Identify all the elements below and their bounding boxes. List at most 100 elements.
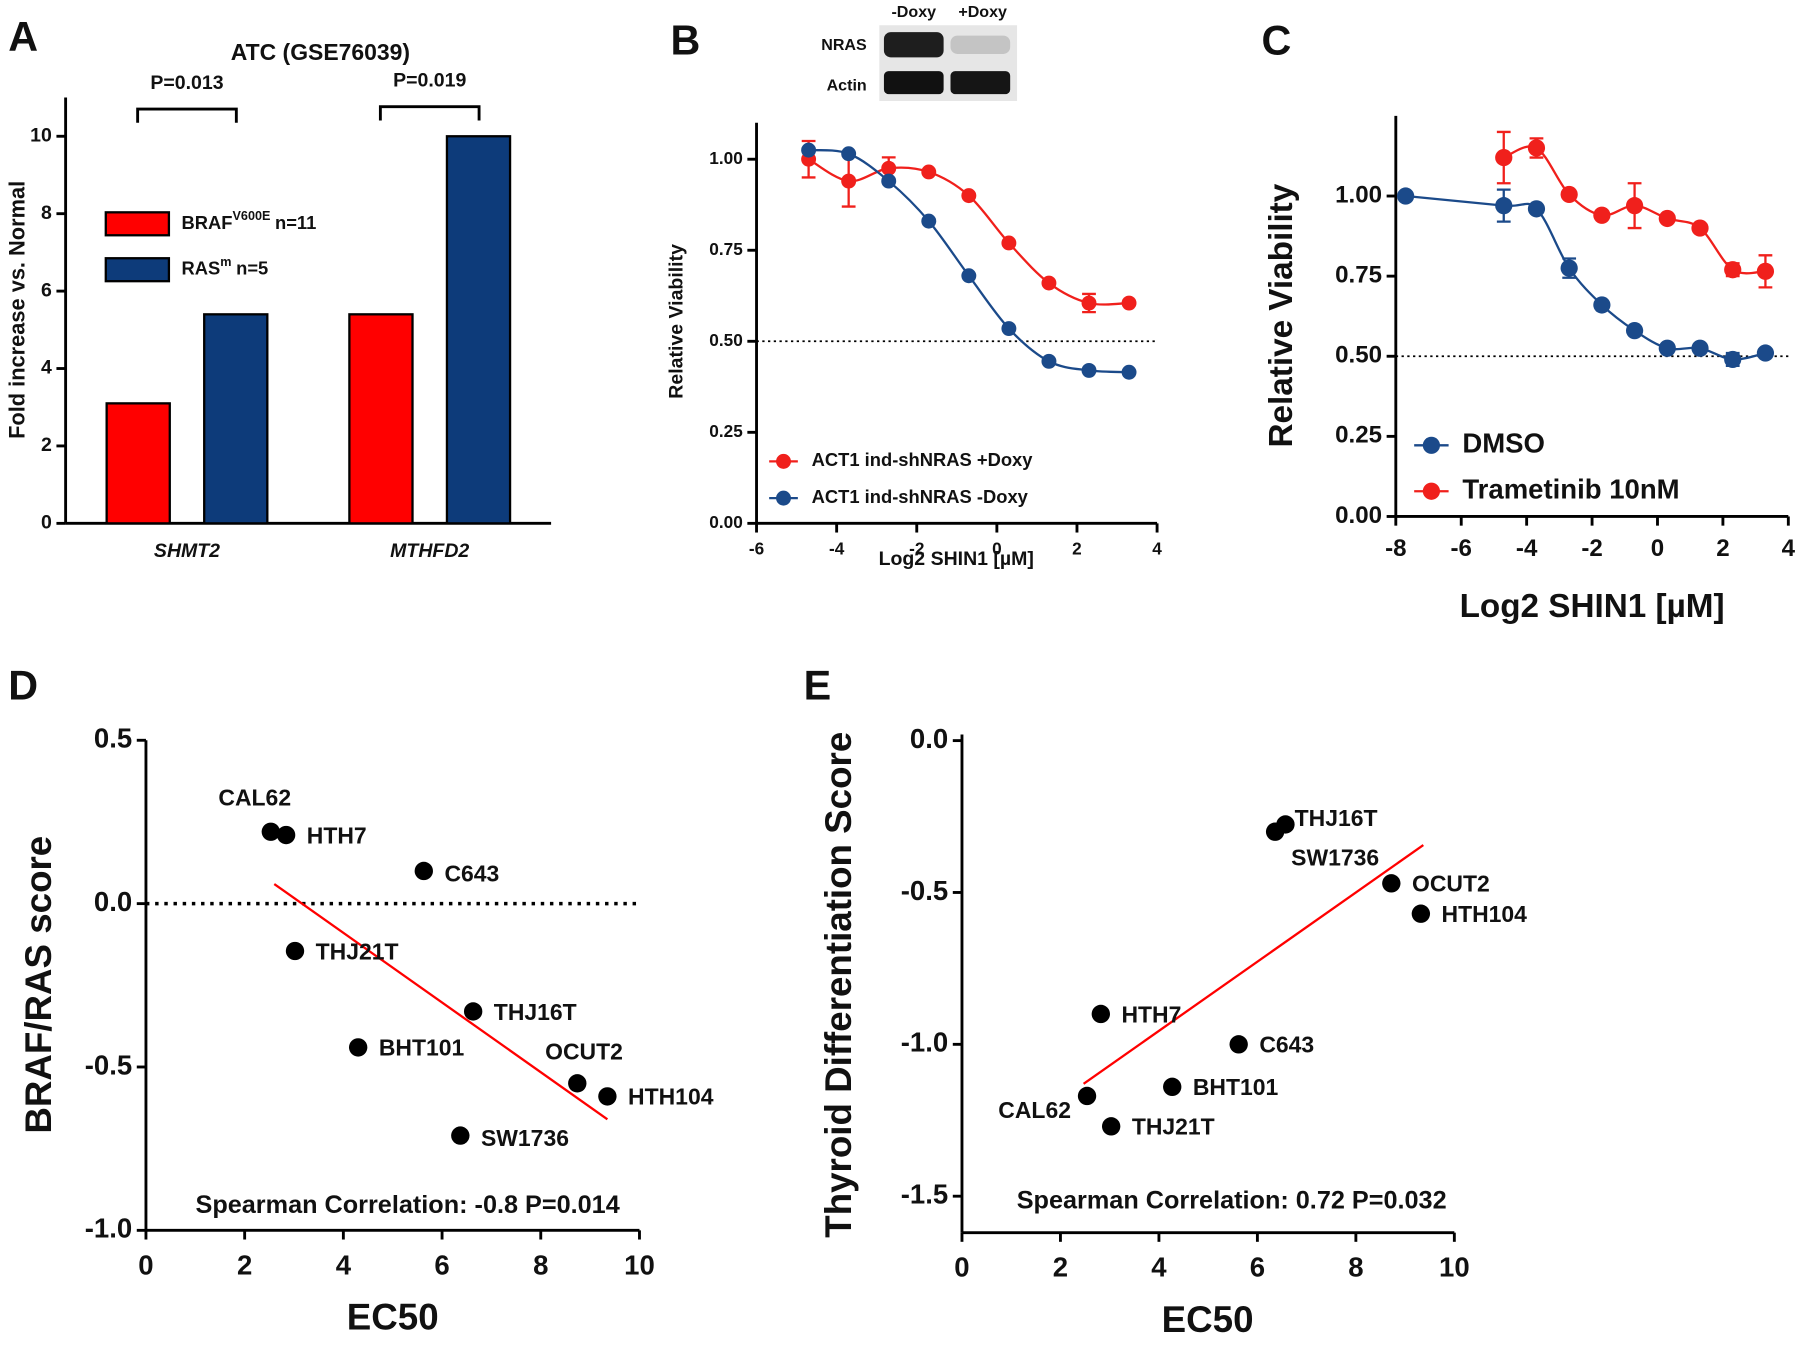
x-tick-label: -2 (909, 538, 924, 558)
x-tick-label: SHMT2 (154, 540, 220, 562)
y-axis-label: Fold increase vs. Normal (4, 181, 29, 439)
y-tick-label: 10 (30, 124, 52, 146)
x-tick-label: 8 (1348, 1252, 1363, 1283)
data-point (1121, 364, 1137, 380)
data-point (1041, 353, 1057, 369)
data-point (1121, 295, 1137, 311)
y-axis-label: BRAF/RAS score (18, 836, 59, 1134)
y-axis-label: Relative Viability (1263, 183, 1300, 447)
y-tick-label: 1.00 (1335, 181, 1382, 208)
legend-label: Trametinib 10nM (1462, 474, 1679, 505)
x-tick-label: 2 (1072, 538, 1082, 558)
fit-line (1082, 844, 1424, 1085)
data-point (1001, 235, 1017, 251)
legend-label: ACT1 ind-shNRAS -Doxy (812, 486, 1029, 507)
x-axis-label: EC50 (347, 1297, 439, 1338)
fit-curve (1405, 194, 1766, 361)
y-tick-label: 0.0 (94, 886, 132, 917)
point-label: THJ16T (494, 999, 577, 1025)
data-point (1077, 1086, 1097, 1106)
chart-title: ATC (GSE76039) (231, 39, 410, 65)
data-point (598, 1087, 617, 1106)
legend-label: RASm n=5 (182, 255, 269, 278)
legend-marker (776, 490, 791, 506)
x-tick-label: -4 (829, 538, 845, 558)
data-point (568, 1074, 587, 1093)
data-point (841, 173, 857, 189)
legend-swatch (104, 257, 171, 283)
point-label: C643 (444, 861, 499, 887)
data-point (285, 941, 305, 961)
data-point (1724, 261, 1742, 279)
annotation: P=0.019 (393, 70, 466, 92)
data-point (261, 822, 280, 841)
blot (879, 25, 1018, 101)
data-point (1041, 275, 1057, 291)
data-point (1001, 321, 1017, 337)
legend-superscript: V600E (233, 209, 271, 223)
data-point (1560, 259, 1578, 277)
x-tick-label: 4 (1152, 538, 1162, 558)
y-tick-label: -0.5 (901, 875, 948, 906)
panel-letter: B (670, 18, 700, 64)
data-point (1411, 904, 1431, 923)
blot-protein: NRAS (821, 36, 867, 54)
y-tick-label: -1.0 (85, 1213, 132, 1244)
y-tick-label: 0.25 (1335, 422, 1382, 449)
panel-letter: C (1262, 18, 1292, 64)
y-tick-label: 1.00 (709, 148, 742, 168)
point-label: HTH104 (628, 1084, 714, 1110)
bracket (136, 107, 238, 123)
y-tick-label: 0.5 (94, 723, 132, 754)
data-point (1229, 1035, 1248, 1054)
data-point (451, 1126, 470, 1145)
data-point (881, 173, 897, 189)
point-label: SW1736 (481, 1125, 569, 1151)
blot-band (950, 35, 1011, 54)
x-tick-label: 0 (1651, 535, 1664, 562)
x-tick-label: 6 (434, 1249, 449, 1280)
legend-marker (776, 453, 791, 469)
fit-line (273, 883, 609, 1121)
x-axis-label: EC50 (1162, 1299, 1254, 1340)
panel-letter: E (804, 663, 832, 709)
data-point (1081, 295, 1097, 311)
point-label: THJ21T (1132, 1114, 1215, 1140)
y-tick-label: 0.50 (1335, 342, 1382, 369)
point-label: SW1736 (1291, 844, 1379, 870)
point-label: BHT101 (379, 1035, 465, 1061)
data-point (1593, 296, 1611, 314)
annotation: Spearman Correlation: -0.8 P=0.014 (196, 1191, 620, 1219)
point-label: BHT101 (1193, 1074, 1279, 1100)
x-tick-label: 0 (138, 1249, 153, 1280)
data-point (961, 268, 977, 284)
data-point (463, 1002, 483, 1021)
legend-n: n=11 (275, 212, 316, 233)
data-point (921, 164, 937, 180)
x-tick-label: -2 (1581, 535, 1602, 562)
data-point (1560, 185, 1578, 204)
y-tick-label: 0 (41, 512, 52, 534)
data-point (276, 825, 296, 845)
data-point (1081, 362, 1097, 378)
point-label: CAL62 (218, 785, 291, 811)
bar (348, 313, 414, 525)
x-tick-label: -4 (1516, 535, 1538, 562)
annotation: Spearman Correlation: 0.72 P=0.032 (1017, 1186, 1447, 1214)
x-tick-label: 0 (992, 538, 1002, 558)
x-tick-label: 8 (533, 1249, 548, 1280)
blot-band (883, 32, 944, 58)
y-tick-label: 4 (41, 357, 52, 379)
x-tick-label: 4 (336, 1249, 352, 1280)
data-point (1756, 344, 1775, 362)
point-label: HTH7 (1121, 1001, 1181, 1027)
legend-label: ACT1 ind-shNRAS +Doxy (812, 449, 1034, 470)
x-tick-label: 2 (1716, 535, 1729, 562)
x-axis-label: Log2 SHIN1 [µM] (879, 548, 1034, 570)
data-point (1593, 206, 1611, 224)
x-tick-label: 2 (1053, 1252, 1068, 1283)
x-tick-label: 10 (1439, 1252, 1470, 1283)
data-point (961, 188, 977, 204)
point-label: C643 (1259, 1032, 1314, 1058)
